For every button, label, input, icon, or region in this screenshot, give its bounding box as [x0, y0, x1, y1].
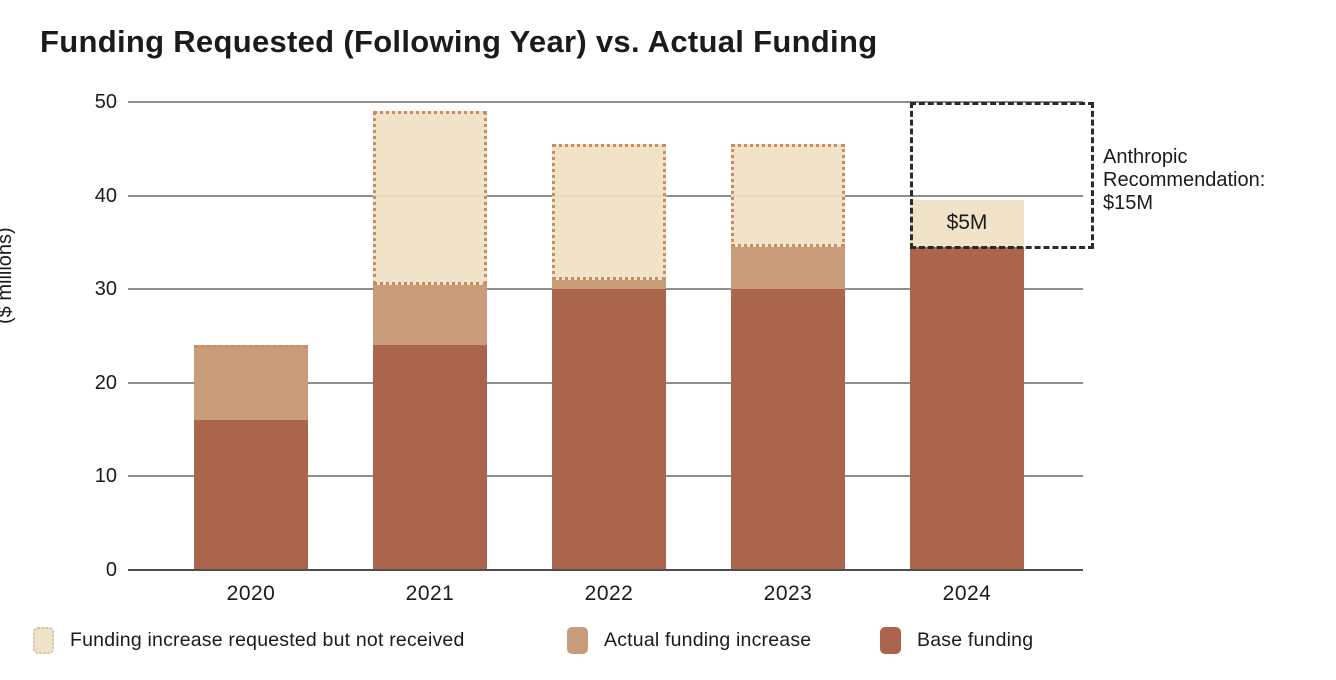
bar-segment-requested-not-received-2022	[552, 144, 666, 280]
recommendation-annotation-line-1: Anthropic	[1103, 146, 1188, 168]
bar-segment-base-2020	[194, 420, 308, 570]
recommendation-annotation-line-2: Recommendation:	[1103, 169, 1266, 191]
bar-segment-actual-increase-2023	[731, 247, 845, 290]
plot-area: 0 10 20 30 40 50 $5M	[95, 92, 1094, 580]
legend-label-tan: Actual funding increase	[604, 629, 812, 651]
y-tick-label-30: 30	[94, 278, 117, 301]
bar-segment-requested-not-received-2023	[731, 144, 845, 248]
x-axis-line	[128, 569, 1083, 571]
bar-segment-base-2022	[552, 289, 666, 570]
y-tick-label-10: 10	[94, 465, 117, 488]
recommendation-box	[910, 102, 1094, 250]
chart-title: Funding Requested (Following Year) vs. A…	[40, 24, 878, 59]
x-tick-label-2024: 2024	[942, 582, 992, 605]
requested-equals-actual-line-2020	[194, 345, 308, 349]
legend-swatch-brown	[880, 627, 901, 654]
legend-label-cream: Funding increase requested but not recei…	[70, 629, 465, 651]
legend-item-tan: Actual funding increase	[567, 627, 811, 654]
recommendation-annotation-line-3: $15M	[1103, 192, 1154, 214]
y-tick-label-40: 40	[94, 184, 117, 207]
y-tick-label-50: 50	[94, 91, 117, 113]
legend-label-brown: Base funding	[917, 629, 1034, 651]
legend-swatch-tan	[567, 627, 588, 654]
y-tick-label-0: 0	[105, 559, 117, 581]
x-tick-label-2023: 2023	[763, 582, 813, 605]
legend-item-cream: Funding increase requested but not recei…	[33, 627, 465, 654]
bar-segment-base-2024	[910, 247, 1024, 570]
x-tick-label-2020: 2020	[226, 582, 276, 605]
bar-segment-actual-increase-2020	[194, 345, 308, 421]
legend: Funding increase requested but not recei…	[0, 627, 1336, 661]
bar-segment-base-2023	[731, 289, 845, 570]
x-tick-label-2021: 2021	[405, 582, 455, 605]
bar-segment-actual-increase-2022	[552, 279, 666, 290]
bar-segment-base-2021	[373, 345, 487, 570]
bar-segment-requested-not-received-2021	[373, 111, 487, 285]
x-tick-label-2022: 2022	[584, 582, 634, 605]
recommendation-annotation-text: Anthropic Recommendation: $15M	[1103, 146, 1265, 215]
legend-swatch-cream	[33, 627, 54, 654]
legend-item-brown: Base funding	[880, 627, 1033, 654]
gridline-50	[128, 101, 1083, 103]
y-tick-label-20: 20	[94, 371, 117, 394]
bar-segment-actual-increase-2024: $5M	[910, 200, 1024, 248]
bar-value-label-2024: $5M	[946, 210, 988, 234]
bar-segment-actual-increase-2021	[373, 284, 487, 346]
